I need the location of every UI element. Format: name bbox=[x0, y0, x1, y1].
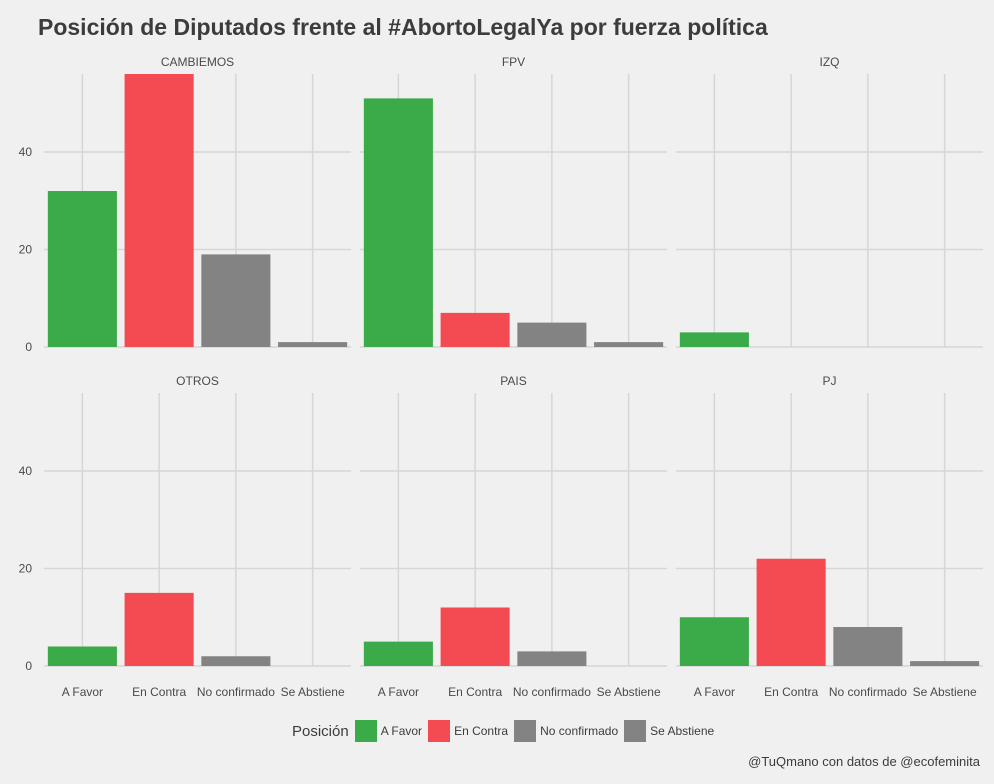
x-tick-label-se-abstiene: Se Abstiene bbox=[913, 685, 977, 699]
x-tick-label-no-confirmado: No confirmado bbox=[829, 685, 907, 699]
facet-fpv: FPV bbox=[360, 55, 667, 348]
bar-pj-no-confirmado bbox=[833, 627, 903, 666]
facet-label-pj: PJ bbox=[822, 374, 836, 388]
facet-pj: PJ A Favor En Contra No confirmado Se Abstie… bbox=[676, 374, 983, 699]
legend-label-a-favor: A Favor bbox=[380, 724, 423, 738]
facet-label-cambiemos: CAMBIEMOS bbox=[161, 55, 234, 69]
legend-key-no-confirmado bbox=[514, 720, 537, 742]
legend-label-se-abstiene: Se Abstiene bbox=[650, 724, 715, 738]
facet-label-izq: IZQ bbox=[820, 55, 840, 69]
x-tick-label-en-contra: En Contra bbox=[132, 685, 186, 699]
facet-pais: PAIS A Favor En Contra No confirmado Se Abst… bbox=[360, 374, 667, 699]
legend-key-se-abstiene bbox=[624, 720, 647, 742]
bar-fpv-no-confirmado bbox=[517, 322, 587, 347]
facet-otros: OTROS 0 20 40 A Favor En Contra No confirmado S… bbox=[19, 374, 351, 699]
facet-label-fpv: FPV bbox=[502, 55, 525, 69]
y-tick-label-20: 20 bbox=[19, 243, 33, 257]
legend-title: Posición bbox=[292, 722, 349, 740]
bar-fpv-en-contra bbox=[440, 312, 510, 347]
y-tick-label-40: 40 bbox=[19, 464, 33, 478]
bar-pj-en-contra bbox=[756, 558, 826, 666]
bar-cambiemos-no-confirmado bbox=[201, 254, 271, 347]
legend-key-a-favor bbox=[354, 720, 377, 742]
bar-otros-no-confirmado bbox=[201, 656, 271, 666]
x-tick-label-se-abstiene: Se Abstiene bbox=[281, 685, 345, 699]
bar-otros-en-contra bbox=[124, 592, 194, 666]
x-tick-label-no-confirmado: No confirmado bbox=[513, 685, 591, 699]
chart-title: Posición de Diputados frente al #AbortoL… bbox=[38, 14, 768, 40]
bar-pais-no-confirmado bbox=[517, 651, 587, 666]
y-tick-label-0: 0 bbox=[25, 659, 32, 673]
y-tick-label-0: 0 bbox=[25, 340, 32, 354]
bar-fpv-se-abstiene bbox=[594, 342, 664, 347]
bar-pais-a-favor bbox=[363, 641, 433, 666]
x-tick-label-en-contra: En Contra bbox=[448, 685, 502, 699]
legend-key-en-contra bbox=[428, 720, 451, 742]
bar-pj-se-abstiene bbox=[910, 661, 980, 666]
x-tick-label-se-abstiene: Se Abstiene bbox=[597, 685, 661, 699]
facet-cambiemos: CAMBIEMOS 0 20 40 bbox=[19, 55, 351, 354]
bar-izq-a-favor bbox=[679, 332, 749, 347]
bar-otros-a-favor bbox=[47, 646, 117, 666]
x-tick-label-no-confirmado: No confirmado bbox=[197, 685, 275, 699]
x-tick-label-a-favor: A Favor bbox=[378, 685, 419, 699]
x-tick-label-a-favor: A Favor bbox=[62, 685, 103, 699]
facet-label-otros: OTROS bbox=[176, 374, 219, 388]
bar-pais-en-contra bbox=[440, 607, 510, 666]
y-tick-label-20: 20 bbox=[19, 562, 33, 576]
legend-label-en-contra: En Contra bbox=[454, 724, 509, 738]
x-tick-label-a-favor: A Favor bbox=[694, 685, 735, 699]
y-tick-label-40: 40 bbox=[19, 145, 33, 159]
facet-label-pais: PAIS bbox=[500, 374, 526, 388]
x-tick-label-en-contra: En Contra bbox=[764, 685, 818, 699]
legend-item-a-favor: A Favor bbox=[354, 720, 423, 742]
facet-izq: IZQ bbox=[676, 55, 983, 348]
bar-cambiemos-a-favor bbox=[47, 191, 117, 347]
bar-pj-a-favor bbox=[679, 617, 749, 666]
legend-item-no-confirmado: No confirmado bbox=[514, 720, 618, 742]
bar-fpv-a-favor bbox=[363, 98, 433, 347]
legend-item-se-abstiene: Se Abstiene bbox=[624, 720, 714, 742]
caption: @TuQmano con datos de @ecofeminita bbox=[748, 754, 980, 769]
legend-label-no-confirmado: No confirmado bbox=[540, 724, 619, 738]
legend-item-en-contra: En Contra bbox=[428, 720, 508, 742]
bar-cambiemos-se-abstiene bbox=[278, 342, 348, 347]
bar-cambiemos-en-contra bbox=[124, 74, 194, 347]
legend: Posición A Favor En Contra No confirmado… bbox=[292, 720, 720, 742]
